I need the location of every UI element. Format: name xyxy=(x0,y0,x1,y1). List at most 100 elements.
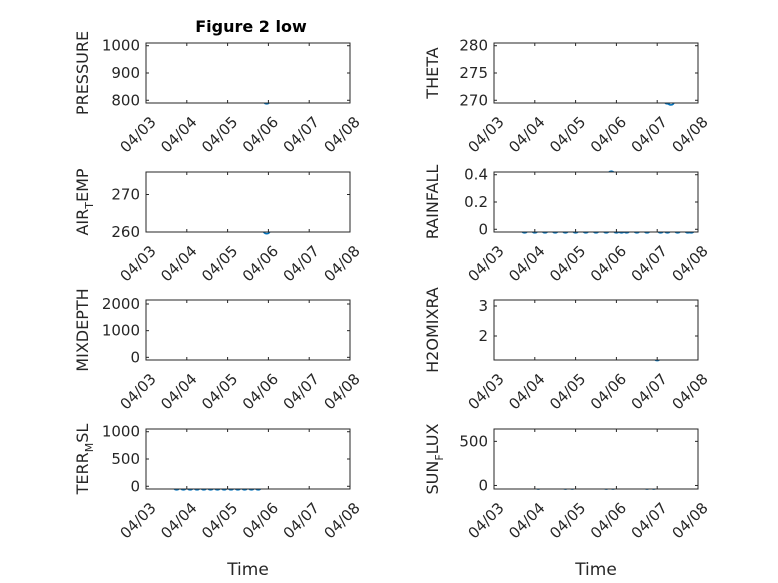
x-tick-label: 04/04 xyxy=(157,370,200,413)
y-label-subscript: M xyxy=(83,443,96,453)
subplot-grid: 04/0304/0404/0504/0604/0704/088009001000… xyxy=(73,31,712,580)
y-tick-label: 0.4 xyxy=(464,166,488,184)
y-tick-label: 270 xyxy=(111,186,140,204)
x-tick-label: 04/03 xyxy=(464,242,507,285)
x-tick-label: 04/08 xyxy=(320,499,363,542)
x-tick-label: 04/03 xyxy=(116,113,159,156)
y-tick-label: 3 xyxy=(478,297,488,315)
x-tick-label: 04/04 xyxy=(505,499,548,542)
x-tick-label: 04/06 xyxy=(587,113,630,156)
x-tick-label: 04/08 xyxy=(320,242,363,285)
x-tick-label: 04/05 xyxy=(198,242,241,285)
x-tick-label: 04/07 xyxy=(628,370,671,413)
y-tick-label: 0.2 xyxy=(464,193,488,211)
y-label-main: RAINFALL xyxy=(423,165,442,240)
x-tick-label: 04/06 xyxy=(239,113,282,156)
y-label-main: TERR xyxy=(73,452,92,495)
y-tick-label: 900 xyxy=(111,64,140,82)
y-label-main: SUN xyxy=(423,461,442,495)
y-tick-label: 0 xyxy=(478,220,488,238)
y-tick-label: 280 xyxy=(459,37,488,55)
y-tick-label: 0 xyxy=(130,477,140,495)
axes-frame xyxy=(493,428,699,490)
x-tick-label: 04/07 xyxy=(280,370,323,413)
x-tick-label: 04/06 xyxy=(587,499,630,542)
x-tick-label: 04/04 xyxy=(157,113,200,156)
x-tick-label: 04/08 xyxy=(668,499,711,542)
axes-frame xyxy=(145,171,351,233)
y-axis-label: RAINFALL xyxy=(423,165,442,240)
y-tick-label: 2000 xyxy=(102,295,140,313)
x-tick-label: 04/07 xyxy=(628,242,671,285)
y-axis-label: AIRTEMP xyxy=(73,168,96,235)
axes-frame xyxy=(145,299,351,361)
x-tick-label: 04/08 xyxy=(668,242,711,285)
y-tick-label: 1000 xyxy=(102,322,140,340)
x-tick-label: 04/04 xyxy=(505,113,548,156)
y-tick-label: 260 xyxy=(111,223,140,241)
x-tick-label: 04/07 xyxy=(280,242,323,285)
axes-frame xyxy=(493,299,699,361)
y-tick-label: 800 xyxy=(111,91,140,109)
x-tick-label: 04/05 xyxy=(198,499,241,542)
x-tick-label: 04/06 xyxy=(239,242,282,285)
x-tick-label: 04/06 xyxy=(239,499,282,542)
x-tick-label: 04/03 xyxy=(464,113,507,156)
y-tick-label: 500 xyxy=(459,432,488,450)
axes-frame xyxy=(145,428,351,490)
y-axis-label: PRESSURE xyxy=(73,31,92,115)
y-axis-label: MIXDEPTH xyxy=(73,288,92,371)
x-tick-label: 04/06 xyxy=(239,370,282,413)
x-tick-label: 04/04 xyxy=(157,242,200,285)
x-tick-label: 04/05 xyxy=(546,499,589,542)
x-axis-label: Time xyxy=(226,560,269,580)
x-tick-label: 04/08 xyxy=(320,113,363,156)
y-label-main: H2OMIXRA xyxy=(423,287,442,373)
y-label-subscript: F xyxy=(433,454,446,460)
y-label-tail: EMP xyxy=(73,168,92,202)
axes-frame xyxy=(145,42,351,104)
y-label-tail: LUX xyxy=(423,423,442,454)
x-tick-label: 04/04 xyxy=(157,499,200,542)
y-tick-label: 275 xyxy=(459,64,488,82)
y-axis-label: THETA xyxy=(423,47,442,99)
y-tick-label: 270 xyxy=(459,91,488,109)
x-tick-label: 04/08 xyxy=(320,370,363,413)
x-tick-label: 04/08 xyxy=(668,370,711,413)
y-tick-label: 1000 xyxy=(102,37,140,55)
y-label-main: AIR xyxy=(73,209,92,236)
x-tick-label: 04/04 xyxy=(505,242,548,285)
x-tick-label: 04/03 xyxy=(464,499,507,542)
x-tick-label: 04/07 xyxy=(628,113,671,156)
y-tick-label: 1000 xyxy=(102,423,140,441)
y-tick-label: 500 xyxy=(111,450,140,468)
y-label-main: THETA xyxy=(423,47,442,99)
y-tick-label: 2 xyxy=(478,327,488,345)
x-tick-label: 04/03 xyxy=(116,242,159,285)
x-tick-label: 04/07 xyxy=(280,499,323,542)
x-tick-label: 04/05 xyxy=(546,113,589,156)
x-tick-label: 04/05 xyxy=(198,370,241,413)
x-tick-label: 04/06 xyxy=(587,242,630,285)
axes-frame xyxy=(493,42,699,104)
x-tick-label: 04/05 xyxy=(198,113,241,156)
x-tick-label: 04/07 xyxy=(280,113,323,156)
y-axis-label: SUNFLUX xyxy=(423,423,446,494)
x-tick-label: 04/05 xyxy=(546,242,589,285)
y-tick-label: 0 xyxy=(478,476,488,494)
x-tick-label: 04/06 xyxy=(587,370,630,413)
y-axis-label: H2OMIXRA xyxy=(423,287,442,373)
y-label-main: MIXDEPTH xyxy=(73,288,92,371)
y-tick-label: 0 xyxy=(130,348,140,366)
x-tick-label: 04/03 xyxy=(116,499,159,542)
x-tick-label: 04/07 xyxy=(628,499,671,542)
y-label-tail: SL xyxy=(73,424,92,443)
